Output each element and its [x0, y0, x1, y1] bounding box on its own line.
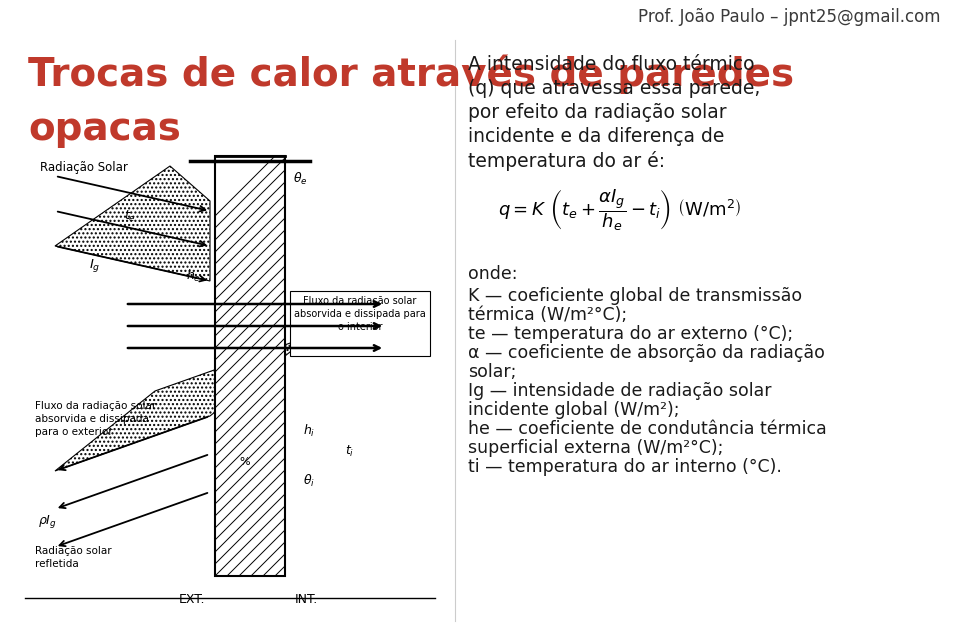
Text: $I_g$: $I_g$ — [89, 258, 101, 275]
Text: incidente e da diferença de: incidente e da diferença de — [468, 127, 725, 146]
Text: $\rho I_g$: $\rho I_g$ — [38, 513, 57, 530]
Text: te — temperatura do ar externo (°C);: te — temperatura do ar externo (°C); — [468, 325, 793, 343]
Text: ti — temperatura do ar interno (°C).: ti — temperatura do ar interno (°C). — [468, 458, 781, 476]
Text: $t_i$: $t_i$ — [345, 443, 354, 459]
Text: superficial externa (W/m²°C);: superficial externa (W/m²°C); — [468, 439, 724, 457]
Text: $\theta_e$: $\theta_e$ — [293, 171, 307, 187]
Text: Fluxo da radiação solar
absorvida e dissipada para
o interior: Fluxo da radiação solar absorvida e diss… — [294, 296, 426, 333]
Text: (q) que atravessa essa parede,: (q) que atravessa essa parede, — [468, 79, 760, 98]
Text: A intensidade do fluxo térmico: A intensidade do fluxo térmico — [468, 55, 755, 74]
Text: he — coeficiente de condutância térmica: he — coeficiente de condutância térmica — [468, 420, 827, 438]
Text: Radiação Solar: Radiação Solar — [40, 161, 128, 174]
Text: solar;: solar; — [468, 363, 516, 381]
Text: α — coeficiente de absorção da radiação: α — coeficiente de absorção da radiação — [468, 344, 825, 362]
Text: incidente global (W/m²);: incidente global (W/m²); — [468, 401, 680, 419]
Text: Ig — intensidade de radiação solar: Ig — intensidade de radiação solar — [468, 382, 772, 400]
Text: K — coeficiente global de transmissão: K — coeficiente global de transmissão — [468, 287, 803, 305]
Text: $t_e$: $t_e$ — [124, 209, 136, 223]
Text: temperatura do ar é:: temperatura do ar é: — [468, 151, 665, 171]
Bar — [290, 291, 430, 356]
Text: $\%$: $\%$ — [239, 455, 251, 467]
Text: onde:: onde: — [468, 265, 517, 283]
Text: térmica (W/m²°C);: térmica (W/m²°C); — [468, 306, 627, 324]
Text: EXT.: EXT. — [179, 593, 205, 606]
Text: $h_i$: $h_i$ — [303, 423, 315, 439]
Text: Prof. João Paulo – jpnt25@gmail.com: Prof. João Paulo – jpnt25@gmail.com — [638, 8, 941, 27]
Text: INT.: INT. — [295, 593, 319, 606]
Text: opacas: opacas — [28, 110, 180, 148]
Text: Fluxo da radiação solar
absorvida e dissipada
para o exterior: Fluxo da radiação solar absorvida e diss… — [35, 401, 156, 438]
Bar — [215, 156, 285, 576]
Text: $h_e$: $h_e$ — [185, 268, 201, 284]
Text: por efeito da radiação solar: por efeito da radiação solar — [468, 103, 727, 122]
Text: $\theta_i$: $\theta_i$ — [303, 473, 315, 489]
Text: Radiação solar
refletida: Radiação solar refletida — [35, 546, 111, 569]
Text: $q = K\ \left(t_e + \dfrac{\alpha I_g}{h_e} - t_i\right)\ \left(\mathrm{W/m}^2\r: $q = K\ \left(t_e + \dfrac{\alpha I_g}{h… — [498, 187, 741, 233]
Text: Trocas de calor através de paredes: Trocas de calor através de paredes — [28, 55, 794, 95]
